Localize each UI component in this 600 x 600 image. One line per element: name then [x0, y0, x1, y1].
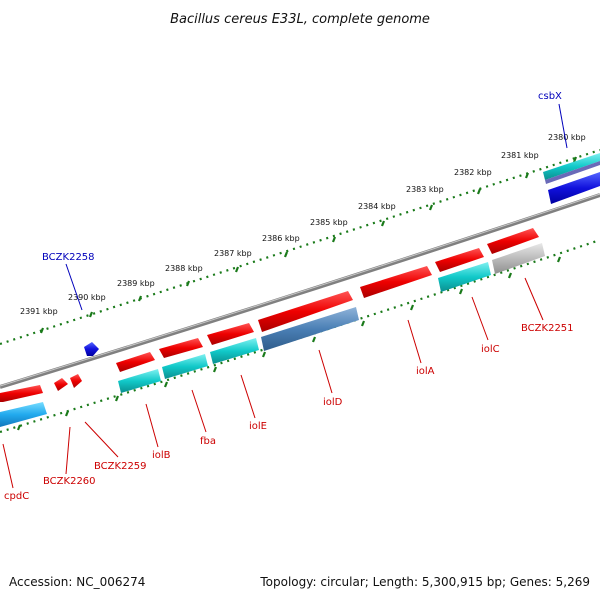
gene-BCZK2258-reverse — [84, 342, 99, 356]
gene-BCZK2251-forward — [487, 228, 539, 254]
gene-label-BCZK2260: BCZK2260 — [43, 476, 96, 487]
gene-label-iolD: iolD — [323, 397, 343, 408]
gene-label-fba: fba — [200, 436, 216, 447]
feature-fba-track — [162, 354, 208, 379]
label-leader-lines — [2, 103, 568, 489]
gene-label-BCZK2258: BCZK2258 — [42, 252, 95, 263]
outer-scale-ring — [0, 148, 600, 346]
gene-csbX-reverse — [548, 172, 600, 204]
scale-tick-label: 2383 kbp — [406, 185, 444, 194]
scale-tick-label: 2384 kbp — [358, 202, 396, 211]
scale-tick-label: 2388 kbp — [165, 264, 203, 273]
gene-iolC-forward — [435, 248, 484, 272]
gene-label-iolC: iolC — [481, 344, 500, 355]
scale-tick-label: 2385 kbp — [310, 218, 348, 227]
accession-text: Accession: NC_006274 — [9, 575, 145, 589]
gene-iolA-forward — [360, 266, 432, 298]
gene-label-BCZK2251: BCZK2251 — [521, 323, 574, 334]
gene-BCZK2260-forward — [54, 378, 68, 391]
gene-BCZK2259-forward — [70, 374, 82, 388]
gene-label-iolB: iolB — [152, 450, 171, 461]
scale-tick-label: 2391 kbp — [20, 307, 58, 316]
genome-backbone — [0, 193, 600, 389]
scale-tick-label: 2389 kbp — [117, 279, 155, 288]
gene-iolD-forward — [258, 291, 353, 332]
gene-fba-forward — [159, 338, 203, 358]
outer-major-ticks — [39, 156, 578, 334]
gene-csbX-track — [543, 153, 600, 180]
scale-tick-label: 2380 kbp — [548, 133, 586, 142]
gene-label-cpdC: cpdC — [4, 491, 29, 502]
feature-iolB-track — [118, 369, 161, 393]
gene-label-iolE: iolE — [249, 421, 267, 432]
feature-BCZK2251-track — [492, 243, 545, 274]
gene-iolE-forward — [207, 323, 254, 345]
gene-iolB-forward — [116, 352, 155, 372]
feature-cpdC-track — [0, 402, 47, 427]
scale-tick-label: 2381 kbp — [501, 151, 539, 160]
scale-tick-label: 2382 kbp — [454, 168, 492, 177]
gene-csbX-stripe — [545, 161, 600, 184]
gene-label-iolA: iolA — [416, 366, 435, 377]
gene-label-csbX: csbX — [538, 91, 562, 102]
scale-tick-label: 2386 kbp — [262, 234, 300, 243]
feature-iolC-track — [438, 262, 491, 292]
feature-iolD-track — [261, 307, 359, 351]
scale-tick-label: 2387 kbp — [214, 249, 252, 258]
inner-scale-ring — [0, 238, 600, 434]
gene-label-BCZK2259: BCZK2259 — [94, 461, 147, 472]
map-title: Bacillus cereus E33L, complete genome — [170, 12, 430, 27]
gene-cpdC-forward — [0, 385, 43, 402]
inner-major-ticks — [16, 256, 562, 431]
scale-tick-label: 2390 kbp — [68, 293, 106, 302]
topology-summary: Topology: circular; Length: 5,300,915 bp… — [259, 575, 590, 589]
genome-backbone-highlight — [0, 193, 600, 387]
feature-iolE-track — [210, 338, 259, 364]
